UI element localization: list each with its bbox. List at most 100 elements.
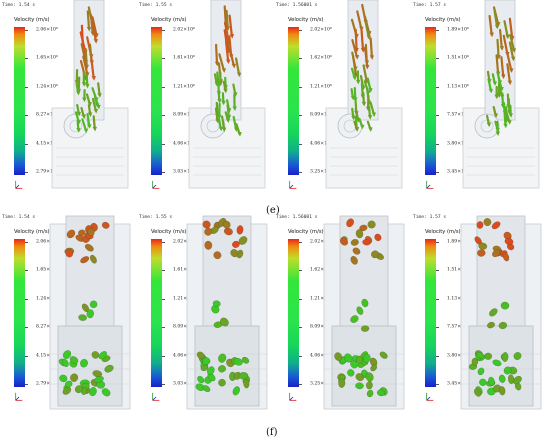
seed-particle [66, 229, 76, 239]
seed-particle [74, 385, 83, 394]
seed-particle [70, 373, 79, 382]
velocity-arrow-head [501, 74, 506, 79]
axis-z-line [426, 184, 431, 189]
colorbar-tick-label: 2.06×10⁰ [36, 27, 58, 33]
velocity-arrow-head [83, 128, 89, 134]
velocity-colorbar [14, 239, 25, 387]
seed-particle [366, 389, 374, 398]
velocity-arrow [214, 43, 219, 65]
colorbar-title: Velocity (m/s) [151, 17, 187, 23]
velocity-arrow-head [351, 115, 356, 121]
colorbar-tick-label: 1.62×10⁰ [310, 267, 332, 273]
velocity-arrow-head [371, 112, 377, 117]
velocity-arrow [495, 54, 500, 75]
axis-z-line [426, 396, 431, 401]
seed-particle [491, 221, 501, 230]
seed-particle [230, 249, 239, 258]
velocity-arrow-head [221, 127, 227, 133]
colorbar-tick-mark [299, 143, 302, 145]
colorbar-tick-mark [299, 327, 302, 329]
row-f-panel-2: Time: 1.55 s Velocity (m/s) 2.02×10⁰ 1.61×1… [137, 212, 274, 410]
seed-particle [104, 364, 114, 373]
colorbar-tick-label: 8.09×10⁻¹ [310, 112, 335, 118]
axis-triad-icon [15, 392, 23, 401]
colorbar-tick-mark [436, 30, 439, 31]
colorbar-tick-label: 4.06×10⁻¹ [310, 353, 335, 359]
seed-tube [476, 215, 526, 337]
velocity-arrow [354, 28, 358, 52]
velocity-arrow-head [499, 46, 505, 51]
seed-particle [204, 227, 213, 236]
seed-particle [362, 353, 371, 363]
colorbar-tick-label: 1.24×10⁰ [36, 296, 58, 302]
seed-particle [62, 350, 72, 360]
time-label: Time: 1.57 s [413, 3, 447, 8]
colorbar-tick-mark [25, 30, 28, 31]
colorbar-tick-mark [162, 58, 165, 60]
axis-z-line [152, 396, 157, 401]
axis-triad-icon [15, 180, 23, 189]
colorbar-tick-label: 8.27×10⁻¹ [36, 324, 61, 330]
colorbar-tick-mark [436, 298, 439, 300]
velocity-arrow [86, 10, 91, 31]
velocity-arrow-head [236, 72, 242, 78]
colorbar-tick-mark [162, 30, 165, 31]
velocity-arrow-head [87, 112, 93, 118]
colorbar-title: Velocity (m/s) [425, 17, 461, 23]
axis-triad-icon [426, 180, 434, 189]
time-label: Time: 1.54 s [2, 3, 36, 8]
colorbar-tick-mark [25, 242, 28, 243]
seed-particle [506, 243, 515, 251]
velocity-arrow-head [76, 111, 82, 117]
seed-particle [92, 370, 103, 378]
velocity-arrow-head [86, 27, 92, 32]
velocity-arrow-head [82, 97, 87, 103]
seed-particle [355, 229, 364, 239]
velocity-arrow-head [496, 93, 502, 98]
seed-particle [473, 388, 482, 397]
seed-particle [89, 300, 98, 309]
velocity-arrow [500, 56, 505, 78]
axis-triad-icon [152, 180, 160, 189]
velocity-arrow [228, 14, 234, 38]
velocity-arrow-head [352, 75, 357, 81]
seed-particle [89, 387, 97, 397]
seed-particle [243, 379, 250, 389]
velocity-arrow-head [360, 48, 366, 53]
velocity-arrow-head [361, 101, 367, 107]
seed-particle [355, 382, 364, 390]
colorbar-tick-mark [25, 143, 28, 145]
velocity-arrow-head [354, 127, 360, 132]
velocity-arrow [82, 55, 89, 76]
velocity-vector-scene [51, 0, 129, 189]
colorbar-tick-label: 2.79×10⁻³ [36, 381, 61, 387]
colorbar-tick-label: 3.25×10⁻³ [310, 169, 335, 175]
colorbar-tick-mark [25, 172, 28, 173]
colorbar-tick-label: 8.09×10⁻¹ [173, 112, 198, 118]
seed-particle [78, 314, 87, 321]
seed-particle [87, 228, 95, 237]
time-label: Time: 1.56001 s [276, 3, 318, 8]
seed-particle [202, 357, 211, 366]
seed-particle [356, 355, 363, 364]
time-label: Time: 1.55 s [139, 215, 173, 220]
seed-particle [334, 352, 343, 361]
colorbar-tick-mark [25, 115, 28, 117]
velocity-arrow [214, 107, 219, 122]
colorbar-tick-mark [436, 143, 439, 145]
colorbar-tick-label: 4.06×10⁻¹ [310, 141, 335, 147]
caption-f: (f) [266, 427, 278, 438]
velocity-arrow-head [350, 95, 356, 101]
velocity-colorbar [151, 239, 162, 387]
colorbar-tick-label: 4.06×10⁻¹ [173, 353, 198, 359]
seed-particle [483, 218, 492, 227]
colorbar-title: Velocity (m/s) [288, 229, 324, 235]
velocity-arrow-head [368, 127, 373, 132]
seed-particle [346, 218, 354, 228]
seed-particle [202, 385, 211, 393]
seed-particle [484, 352, 493, 360]
row-e-panel-2: Time: 1.55 s Velocity (m/s) 2.02×10⁰ 1.61×1… [137, 0, 274, 195]
velocity-arrow-head [510, 56, 516, 62]
velocity-arrow-head [218, 126, 224, 132]
colorbar-tick-mark [162, 86, 165, 88]
